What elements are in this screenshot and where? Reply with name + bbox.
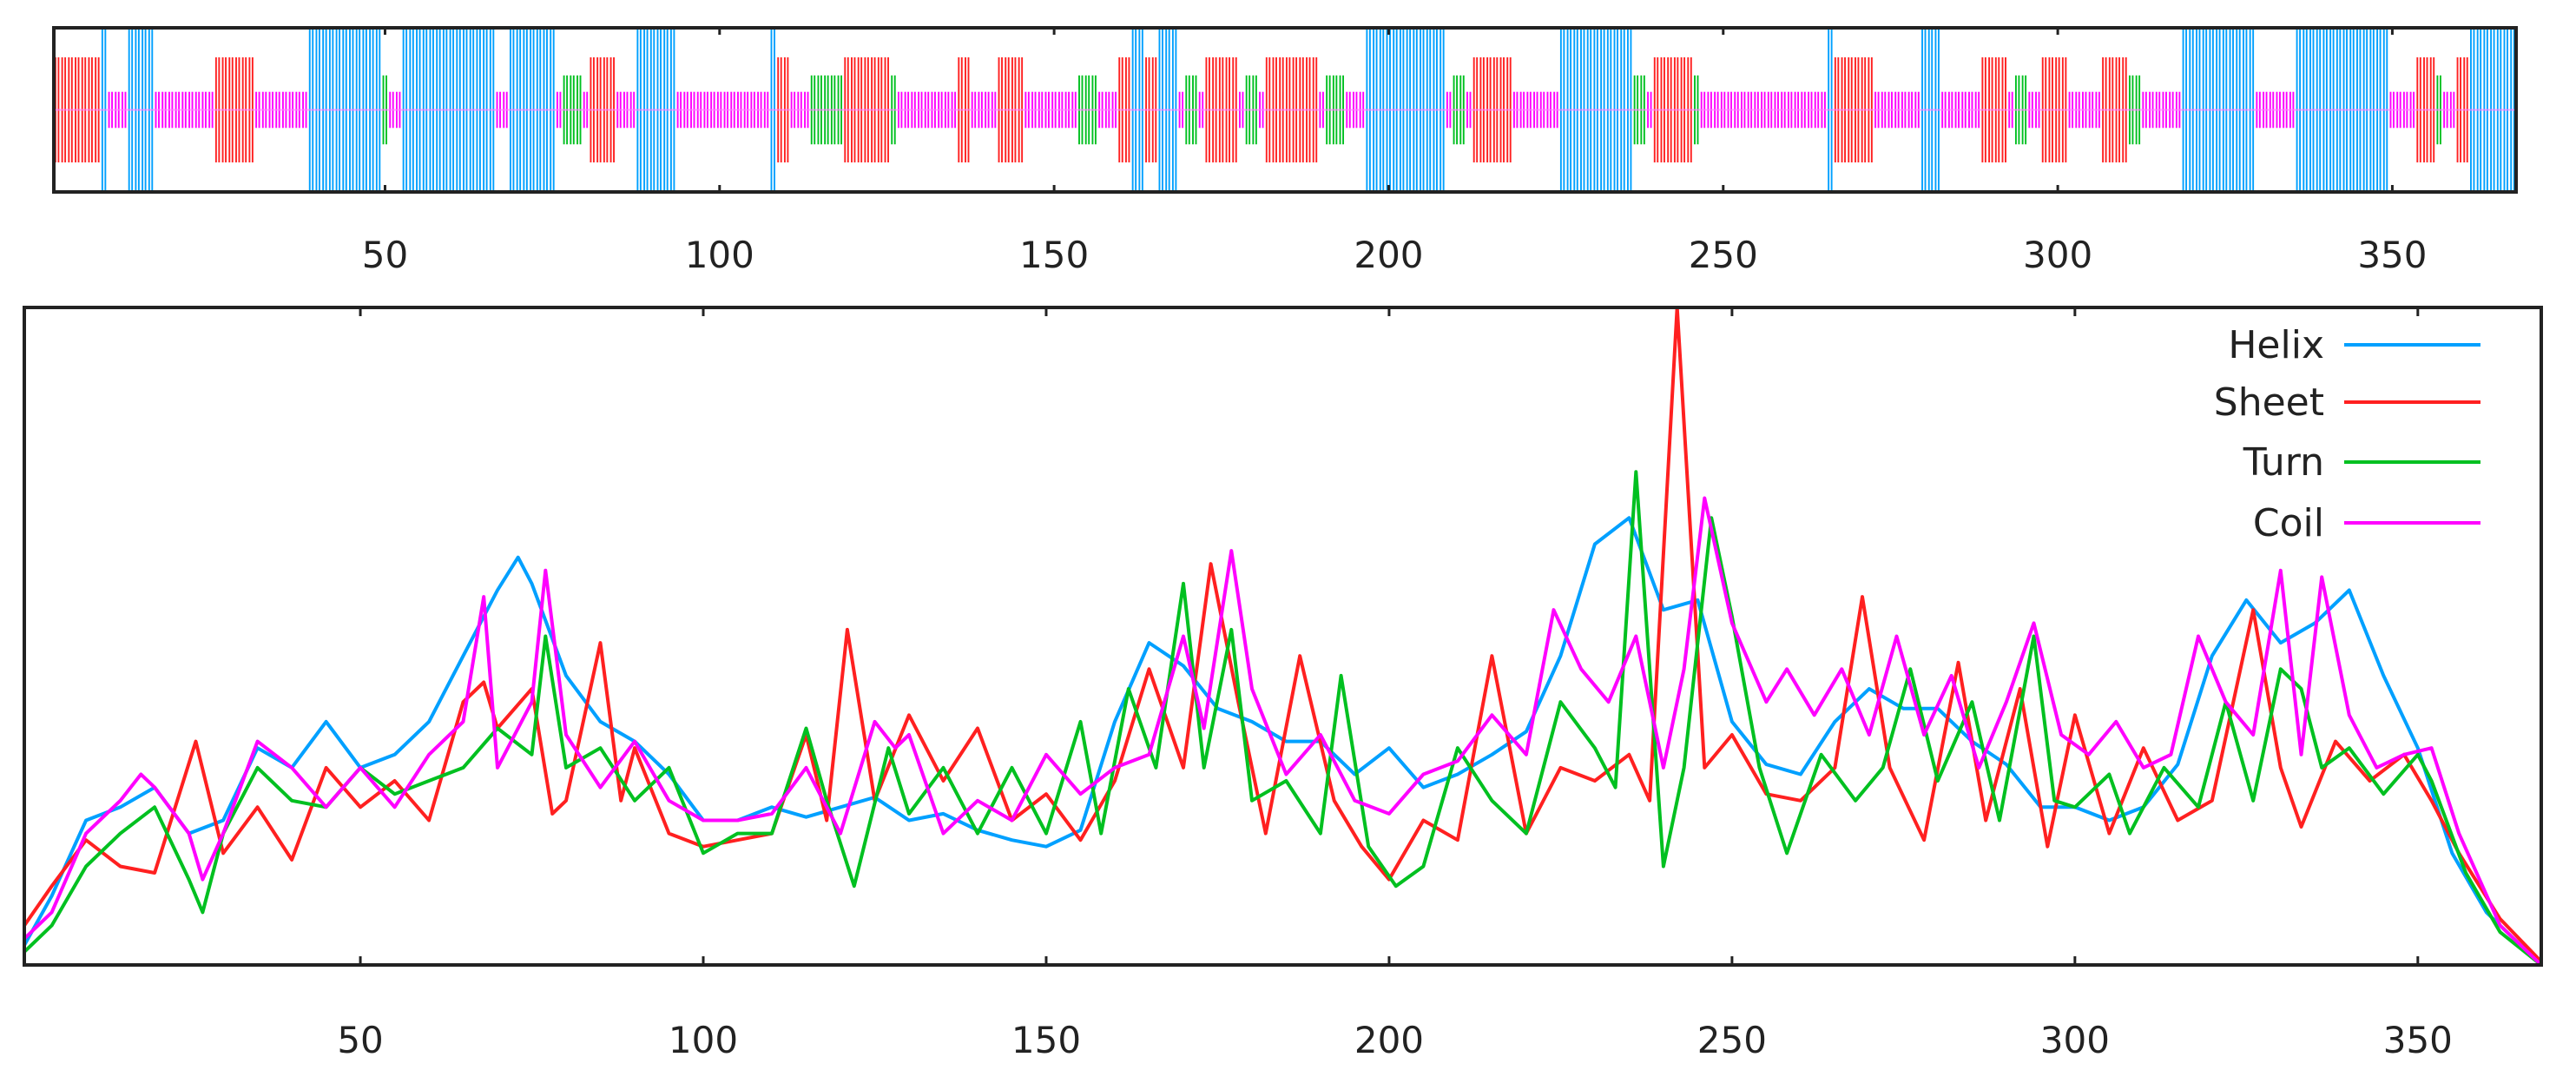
line-chart-frame: [23, 306, 2543, 967]
legend-item-sheet: Sheet: [2214, 380, 2480, 425]
x-tick-label: 250: [1697, 1019, 1767, 1061]
x-tick-label: 150: [1019, 234, 1089, 276]
series-line-turn: [23, 470, 2543, 967]
x-tick-label: 350: [2357, 234, 2427, 276]
x-tick-label: 300: [2023, 234, 2092, 276]
legend-label: Sheet: [2214, 380, 2324, 425]
legend-label: Turn: [2243, 440, 2324, 485]
structure-track-frame: [52, 26, 2518, 194]
line-series-group: [23, 306, 2543, 967]
legend-item-coil: Coil: [2253, 501, 2480, 545]
legend-item-turn: Turn: [2243, 440, 2480, 485]
x-tick-label: 150: [1011, 1019, 1081, 1061]
series-line-coil: [23, 496, 2543, 967]
line-chart-ticks: 50 100 150 200 250 300 350: [337, 307, 2453, 1061]
x-tick-label: 50: [362, 234, 408, 276]
legend-label: Helix: [2228, 323, 2324, 367]
legend-item-helix: Helix: [2228, 323, 2480, 367]
probability-line-panel: 50 100 150 200 250 300 350 Helix Sheet Turn Coil: [23, 306, 2543, 1061]
legend: Helix Sheet Turn Coil: [2214, 323, 2480, 545]
x-tick-label: 250: [1689, 234, 1758, 276]
series-line-sheet: [23, 306, 2543, 963]
structure-track-bars: [54, 28, 2516, 192]
x-tick-label: 50: [337, 1019, 383, 1061]
x-tick-label: 100: [685, 234, 754, 276]
x-tick-label: 200: [1354, 1019, 1424, 1061]
legend-label: Coil: [2253, 501, 2324, 545]
x-tick-label: 100: [669, 1019, 738, 1061]
structure-track-panel: 50 100 150 200 250 300 350: [52, 26, 2518, 276]
x-tick-label: 200: [1354, 234, 1423, 276]
x-tick-label: 350: [2383, 1019, 2453, 1061]
structure-track-ticks: 50 100 150 200 250 300 350: [362, 28, 2428, 276]
x-tick-label: 300: [2040, 1019, 2110, 1061]
